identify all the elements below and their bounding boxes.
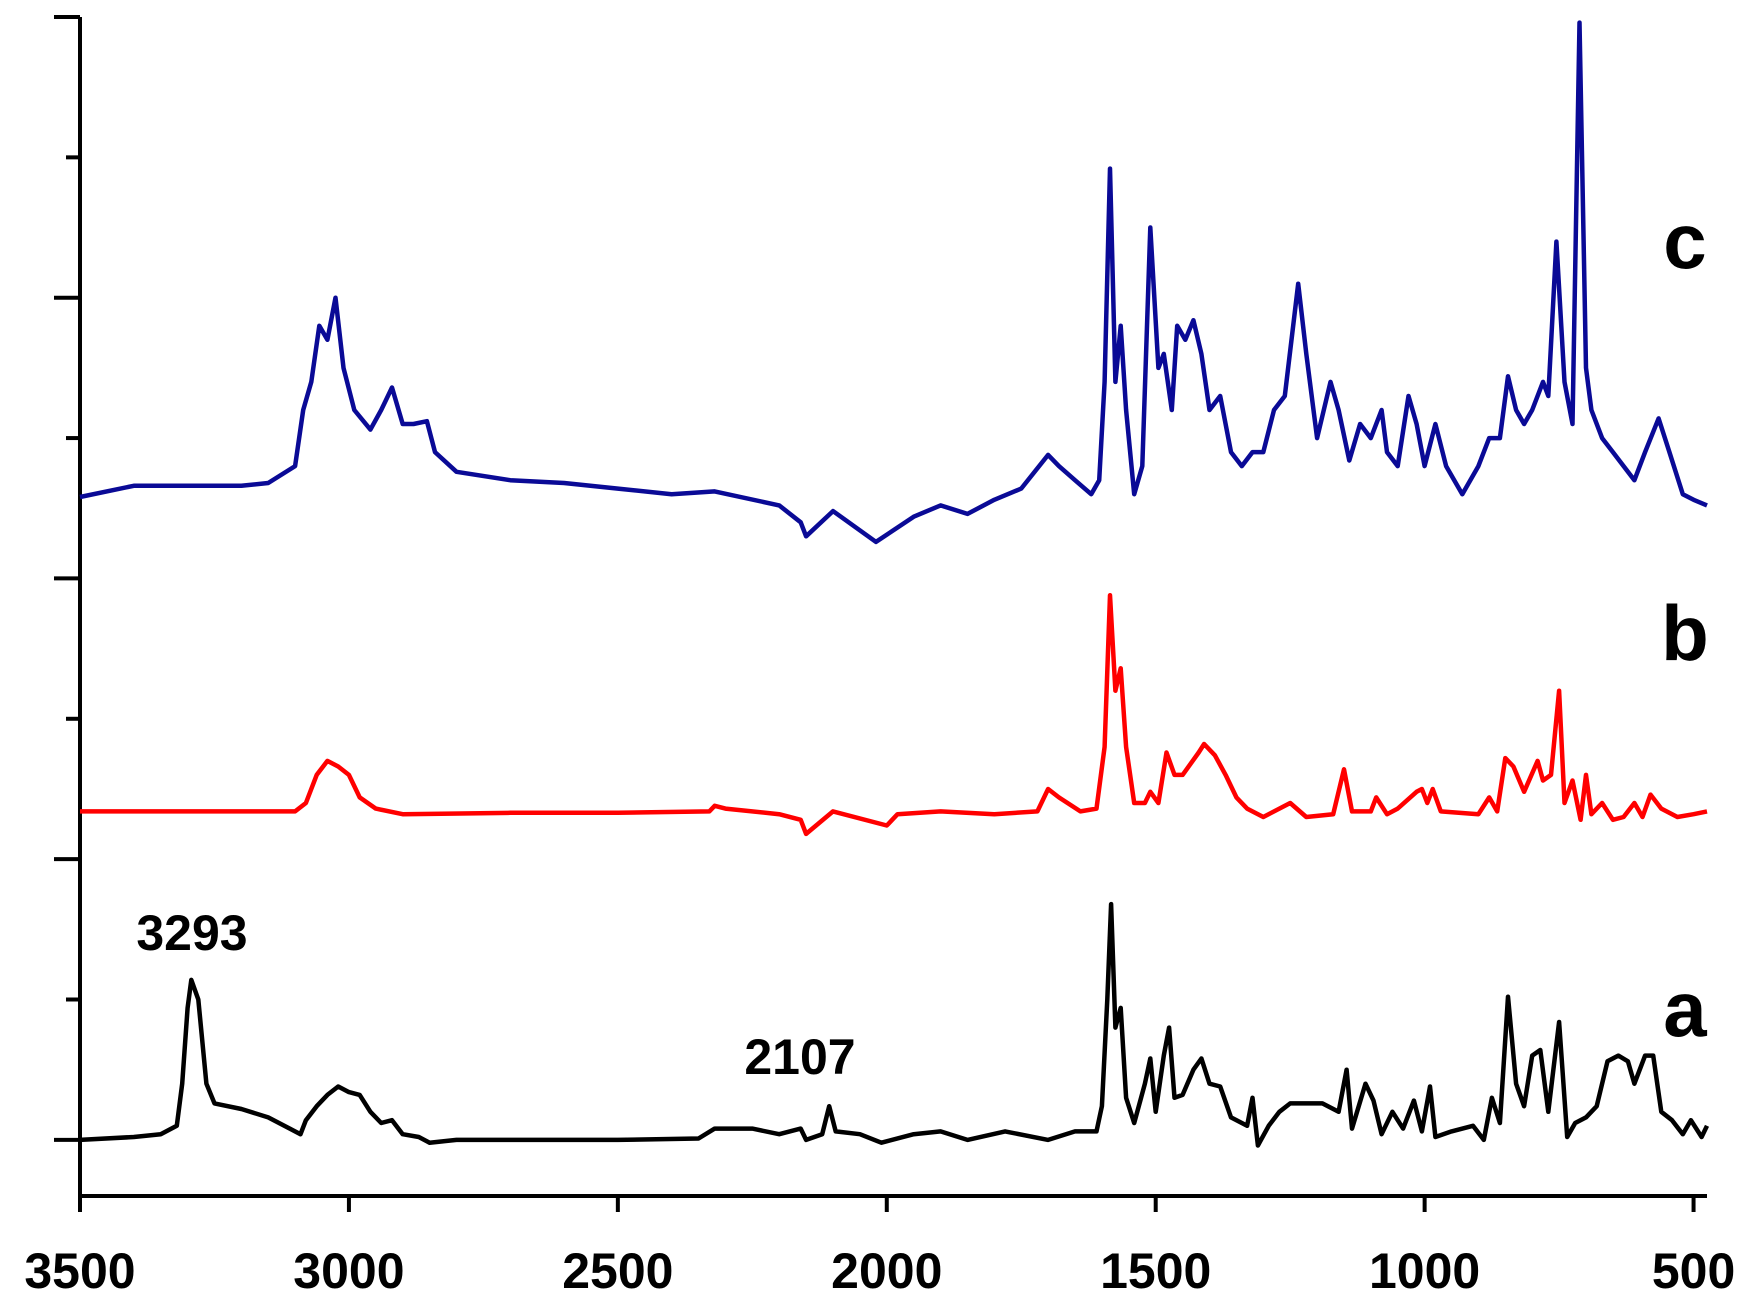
x-tick-label: 2000 xyxy=(831,1243,942,1299)
peak-annotation: 2107 xyxy=(744,1029,855,1085)
x-tick-label: 1000 xyxy=(1369,1243,1480,1299)
peak-annotation: 3293 xyxy=(136,905,247,961)
spectrum-line xyxy=(79,901,1710,1148)
series-label: c xyxy=(1663,197,1706,285)
x-tick-label: 3000 xyxy=(293,1243,404,1299)
x-tick-label: 1500 xyxy=(1100,1243,1211,1299)
spectrum-line xyxy=(79,20,1708,545)
series-label: b xyxy=(1661,589,1709,677)
series-label: a xyxy=(1663,965,1707,1053)
x-tick-label: 500 xyxy=(1652,1243,1735,1299)
spectrum-line xyxy=(80,593,1708,837)
x-tick-label: 2500 xyxy=(562,1243,673,1299)
x-tick-label: 3500 xyxy=(24,1243,135,1299)
